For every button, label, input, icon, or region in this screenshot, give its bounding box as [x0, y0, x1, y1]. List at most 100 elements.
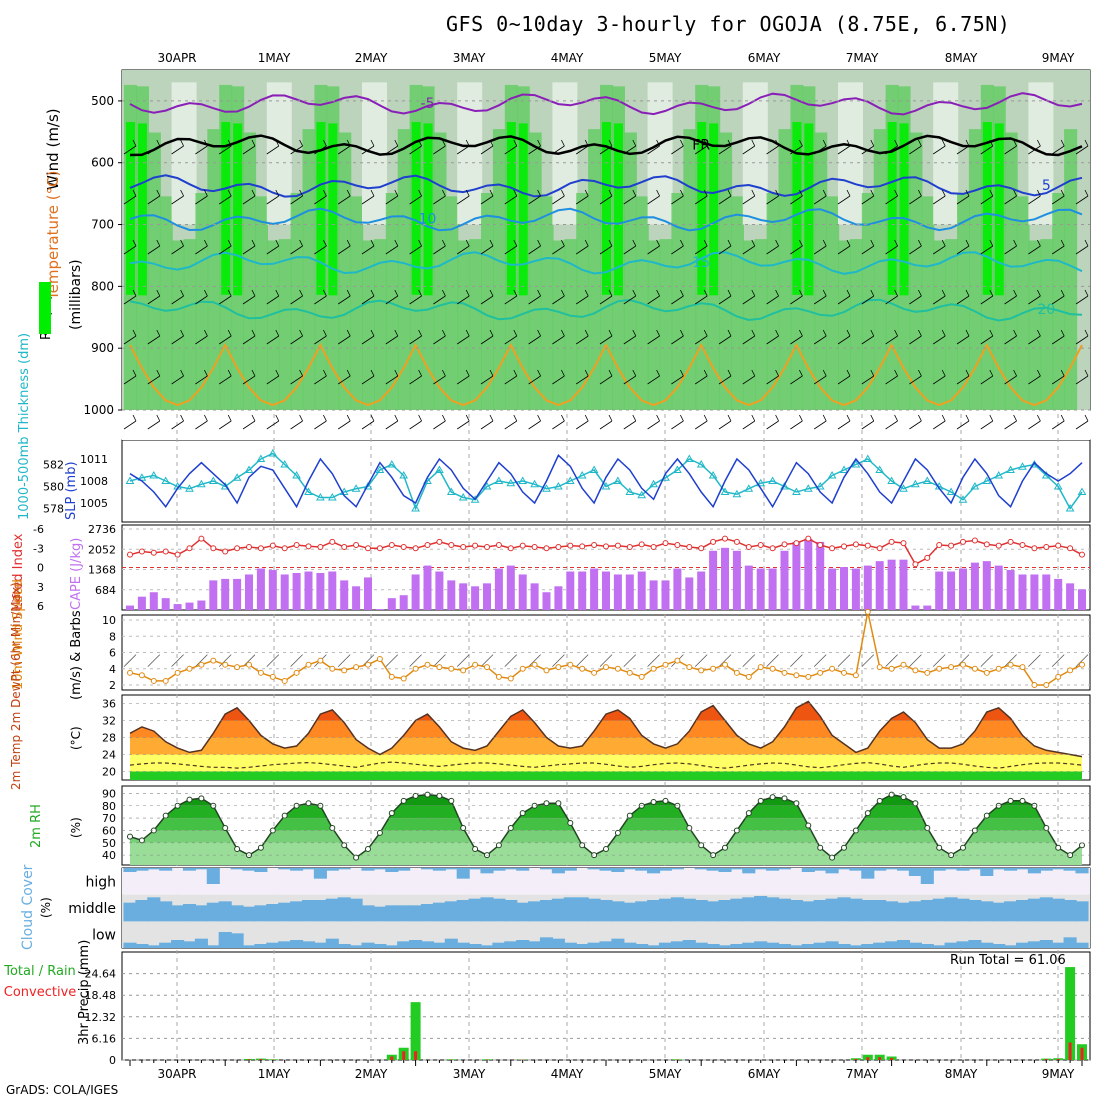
- wind-barb: [409, 239, 422, 255]
- precip-convective-bar: [1056, 1058, 1060, 1060]
- wind-barb: [599, 369, 613, 385]
- precip-convective-bar: [878, 1057, 882, 1060]
- rh2m-point: [543, 800, 550, 807]
- lifted-point: [793, 540, 800, 547]
- wind-barb: [1004, 414, 1017, 430]
- wind-barb: [956, 329, 970, 345]
- cloud-middle-bar: [766, 897, 780, 922]
- wind10m-point: [567, 661, 574, 668]
- surface-wind-barb: [171, 654, 184, 667]
- cloud-middle-bar: [873, 900, 887, 922]
- wind-barb: [218, 289, 232, 305]
- wind-barb: [385, 414, 399, 430]
- cloud-low-bar: [313, 942, 327, 948]
- thickness-point: [292, 471, 301, 479]
- lifted-point: [579, 543, 586, 550]
- top-date-label: 1MAY: [258, 51, 291, 65]
- cloud-low-bar: [528, 941, 542, 948]
- cape-bar: [625, 574, 634, 610]
- wind-barb: [861, 289, 875, 305]
- lifted-point: [662, 540, 669, 547]
- cloud-middle-bar: [670, 897, 684, 922]
- temperature-contour-label: FR: [692, 137, 710, 153]
- rh-fill-moist: [1016, 196, 1030, 410]
- rh-fill-moist: [623, 132, 637, 410]
- lifted-point: [519, 542, 526, 549]
- cloud-low-bar: [194, 938, 208, 948]
- wind-barb: [171, 139, 184, 155]
- cloud-middle-bar: [730, 898, 744, 922]
- rh2m-point: [222, 824, 229, 831]
- wind-barb: [1075, 239, 1089, 255]
- cloud-high-bar: [182, 868, 197, 871]
- wind-barb: [171, 329, 184, 345]
- cloud-high-bar: [635, 868, 649, 871]
- cloud-low-bar: [801, 944, 815, 948]
- wind-barb: [575, 369, 589, 385]
- lifted-point: [448, 542, 455, 549]
- cloud-middle-bar: [182, 904, 197, 922]
- wind-barb: [813, 189, 827, 205]
- rh-fill-dry: [1028, 82, 1042, 225]
- wind-barb: [314, 329, 327, 345]
- wind10m-point: [472, 661, 479, 668]
- rh-fill-moist: [754, 239, 768, 410]
- rh-band: [130, 818, 1082, 831]
- wind-barb: [956, 369, 970, 385]
- rh-fill-saturated: [613, 123, 623, 296]
- wind-barb: [456, 139, 470, 155]
- temp-tick-label: 20: [102, 766, 116, 779]
- rh2m-point: [650, 799, 657, 806]
- wind-barb: [480, 289, 494, 305]
- cloud-high-bar: [301, 868, 316, 870]
- thickness-point: [637, 490, 647, 499]
- wind-barb: [385, 329, 399, 345]
- wind-barb: [385, 289, 399, 305]
- wind-barb: [456, 414, 470, 430]
- cloud-middle-bar: [385, 905, 399, 922]
- rh2m-point: [281, 812, 288, 819]
- cape-bar: [1066, 583, 1075, 610]
- cape-axis-label: CAPE (J/kg): [69, 538, 84, 610]
- wind-barb: [123, 289, 137, 305]
- cloud-high-bar: [432, 868, 446, 871]
- wind-barb: [480, 139, 494, 155]
- cloud-high-bar: [1051, 868, 1065, 870]
- wind-barb: [694, 239, 708, 255]
- cloud-high-bar: [658, 868, 673, 871]
- cloud-low-bar: [837, 944, 851, 948]
- cloud-low-bar: [635, 944, 649, 948]
- wind-barb: [575, 239, 589, 255]
- surface-wind-barb: [647, 654, 660, 667]
- wind10m-point: [388, 673, 395, 680]
- rh-fill-moist: [778, 129, 792, 410]
- cape-bar: [459, 583, 468, 610]
- slp-tick-label: 1011: [80, 453, 108, 466]
- wind-barb: [766, 329, 779, 345]
- rh-band: [130, 805, 1082, 819]
- wind-barb: [980, 289, 994, 305]
- cloud-high-bar: [670, 868, 684, 870]
- wind-barb: [790, 329, 803, 345]
- cape-bar: [542, 592, 551, 610]
- wind-barb: [575, 139, 589, 155]
- lifted-point: [436, 538, 443, 545]
- precip-tick-label: 0: [109, 1054, 116, 1067]
- cape-bar: [280, 574, 289, 610]
- wind-tick-label: 10: [102, 614, 116, 627]
- wind-barb: [647, 189, 660, 205]
- cape-bar: [185, 602, 194, 610]
- rh-fill-dry: [278, 82, 292, 225]
- rh2m-point: [614, 829, 621, 836]
- wind10m-point: [662, 661, 669, 668]
- wind-barb: [1051, 289, 1065, 305]
- wind-barb: [647, 329, 660, 345]
- surface-wind-barb: [575, 654, 589, 667]
- wind-barb: [575, 414, 589, 430]
- lifted-point: [638, 541, 645, 548]
- thickness-tick-label: 578: [43, 503, 64, 516]
- surface-wind-barb: [409, 654, 422, 667]
- thickness-point: [970, 482, 980, 490]
- lifted-point: [424, 542, 431, 549]
- wind-barb: [552, 189, 565, 205]
